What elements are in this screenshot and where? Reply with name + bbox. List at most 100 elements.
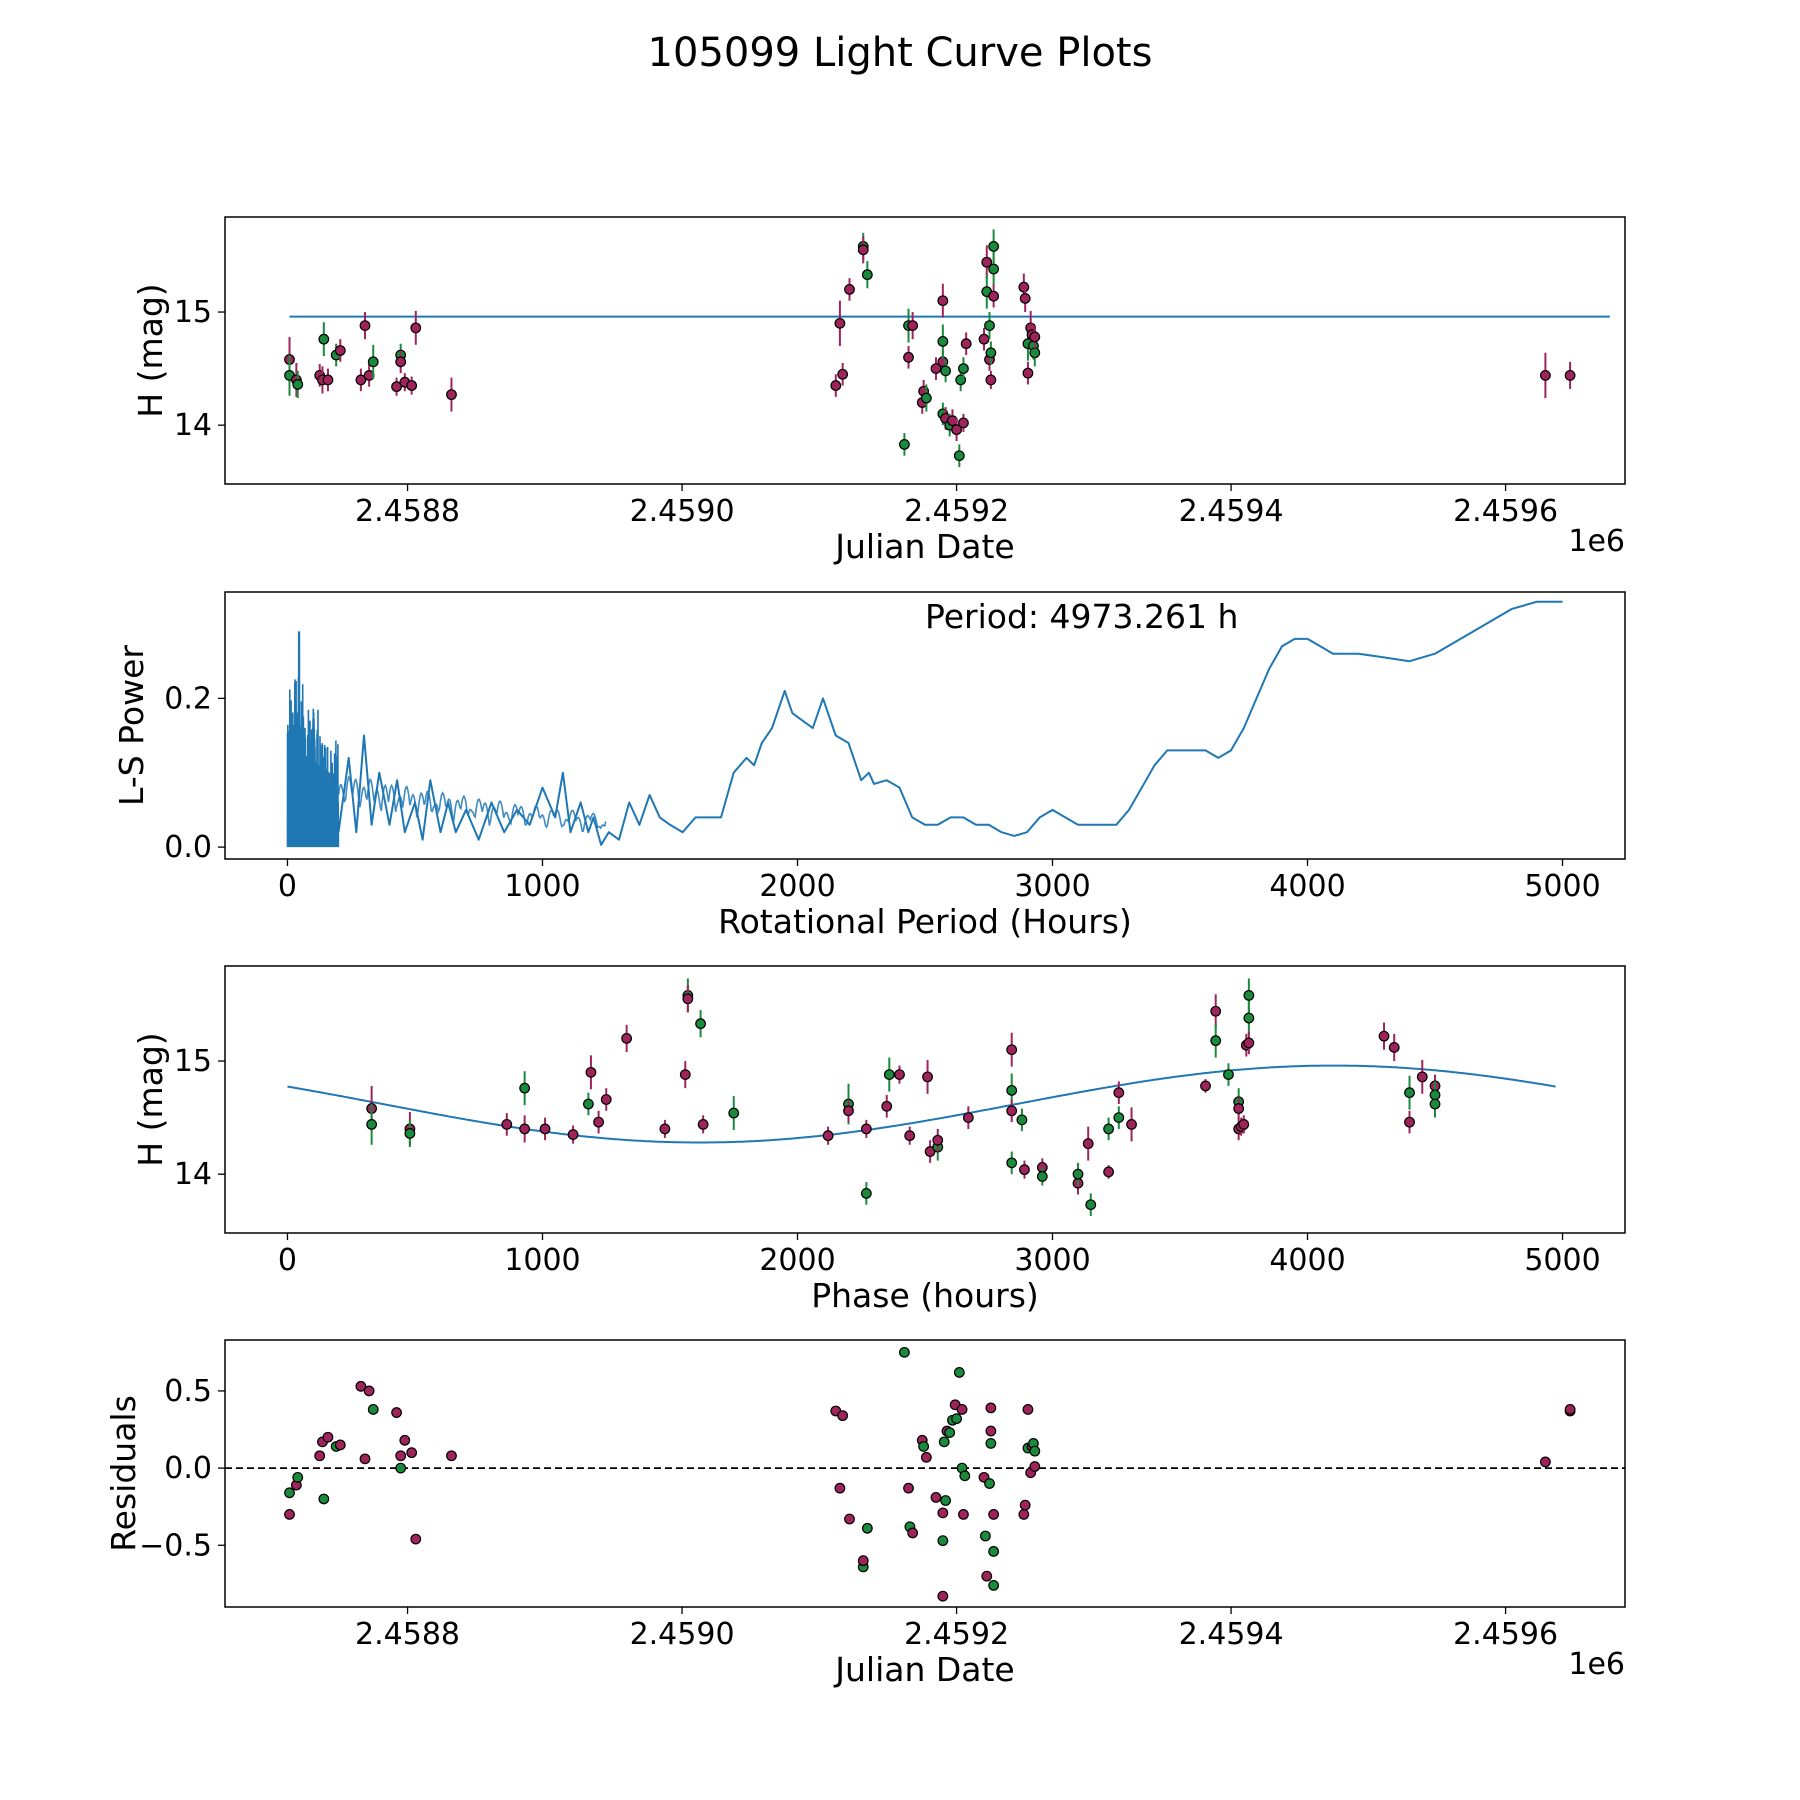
- data-point: [881, 1100, 893, 1112]
- data-point: [894, 1069, 905, 1081]
- data-point: [1564, 369, 1576, 381]
- data-point: [920, 392, 932, 404]
- data-point: [1072, 1168, 1084, 1180]
- data-point: [988, 241, 1000, 252]
- data-point: [728, 1107, 740, 1119]
- y-tick-label: 15: [174, 1044, 212, 1079]
- x-axis-label: Rotational Period (Hours): [718, 902, 1132, 941]
- x-tick-label: 3000: [1014, 1243, 1090, 1278]
- x-tick-label: 2.4592: [904, 1617, 1009, 1652]
- panel-lightcurve: 2.4588 2.4590 2.4592 2.4594 2.4596 14 15 Julian…: [131, 216, 1626, 566]
- periodogram-wiggles: [337, 775, 607, 833]
- data-point: [1103, 1123, 1115, 1135]
- data-point: [903, 351, 914, 363]
- data-point: [406, 380, 418, 391]
- data-point: [391, 1407, 402, 1418]
- data-point: [937, 1590, 949, 1602]
- data-point: [985, 374, 997, 386]
- data-point: [682, 993, 694, 1005]
- data-point: [985, 1438, 997, 1449]
- model-curve: [287, 1064, 1556, 1144]
- data-point: [1416, 1071, 1428, 1083]
- data-point: [600, 1094, 612, 1105]
- data-point: [981, 1570, 993, 1582]
- data-point: [907, 1527, 919, 1539]
- x-tick-label: 1000: [504, 869, 580, 904]
- data-point: [937, 1507, 949, 1519]
- data-point: [844, 1513, 855, 1525]
- data-point: [956, 1404, 968, 1415]
- axes-frame: [224, 216, 1626, 485]
- data-point: [1022, 1404, 1034, 1415]
- data-point: [1223, 1069, 1234, 1081]
- data-point: [1113, 1087, 1125, 1099]
- data-point: [404, 1128, 416, 1139]
- data-point: [519, 1123, 531, 1135]
- data-point: [1029, 1461, 1041, 1472]
- data-point: [410, 322, 422, 334]
- data-point: [984, 320, 995, 332]
- data-point: [1404, 1116, 1415, 1128]
- data-point: [318, 333, 330, 345]
- data-point: [958, 1508, 969, 1520]
- data-point: [679, 1069, 691, 1081]
- x-tick-label: 2.4596: [1453, 1617, 1558, 1652]
- data-point: [857, 1555, 869, 1567]
- data-point: [834, 1482, 846, 1494]
- x-tick-label: 2.4590: [630, 494, 735, 529]
- data-point: [940, 365, 951, 377]
- y-axis-label: L-S Power: [112, 645, 151, 806]
- data-point: [1036, 1171, 1048, 1182]
- data-point: [958, 417, 969, 429]
- data-point: [822, 1130, 834, 1142]
- x-tick-label: 5000: [1524, 1243, 1600, 1278]
- x-tick-label: 2.4596: [1453, 494, 1558, 529]
- data-point: [1019, 1164, 1030, 1176]
- x-offset-label: 1e6: [1568, 524, 1625, 559]
- data-point: [659, 1123, 671, 1135]
- data-point: [355, 1380, 367, 1392]
- data-point: [322, 1431, 334, 1443]
- data-point: [861, 269, 873, 281]
- data-point: [284, 1487, 295, 1499]
- x-offset-label: 1e6: [1568, 1647, 1625, 1682]
- data-point: [567, 1129, 579, 1140]
- data-point: [1113, 1112, 1125, 1124]
- data-point: [1018, 281, 1030, 293]
- data-point: [314, 1450, 326, 1462]
- y-tick-label: 15: [174, 295, 212, 330]
- axes-frame: [224, 591, 1626, 860]
- y-axis-label: H (mag): [131, 283, 170, 417]
- data-point: [1200, 1080, 1211, 1092]
- data-point: [395, 1462, 407, 1474]
- data-point: [621, 1033, 633, 1044]
- data-point: [940, 1495, 951, 1506]
- data-point: [937, 295, 949, 307]
- data-point: [860, 1188, 872, 1199]
- data-point: [322, 374, 334, 386]
- x-tick-label: 2.4588: [355, 1617, 460, 1652]
- data-point: [1210, 1005, 1222, 1017]
- data-point: [981, 256, 993, 268]
- x-tick-label: 4000: [1269, 869, 1345, 904]
- x-tick-label: 0: [278, 1243, 297, 1278]
- data-point: [334, 345, 346, 356]
- y-tick-label: 14: [174, 408, 212, 443]
- data-point: [962, 1112, 974, 1124]
- data-point: [944, 1427, 956, 1439]
- data-point: [918, 1441, 930, 1452]
- data-point: [937, 1535, 949, 1547]
- data-point: [988, 1546, 1000, 1557]
- data-point: [395, 1450, 407, 1462]
- plot-area: [284, 229, 1610, 468]
- data-point: [1085, 1199, 1097, 1211]
- x-tick-label: 2.4594: [1179, 494, 1284, 529]
- data-point: [904, 1130, 916, 1142]
- axes-frame: [224, 965, 1626, 1234]
- data-point: [395, 356, 407, 368]
- data-point: [1082, 1138, 1094, 1150]
- data-point: [292, 1471, 304, 1483]
- x-tick-label: 0: [278, 869, 297, 904]
- x-tick-label: 2000: [759, 1243, 835, 1278]
